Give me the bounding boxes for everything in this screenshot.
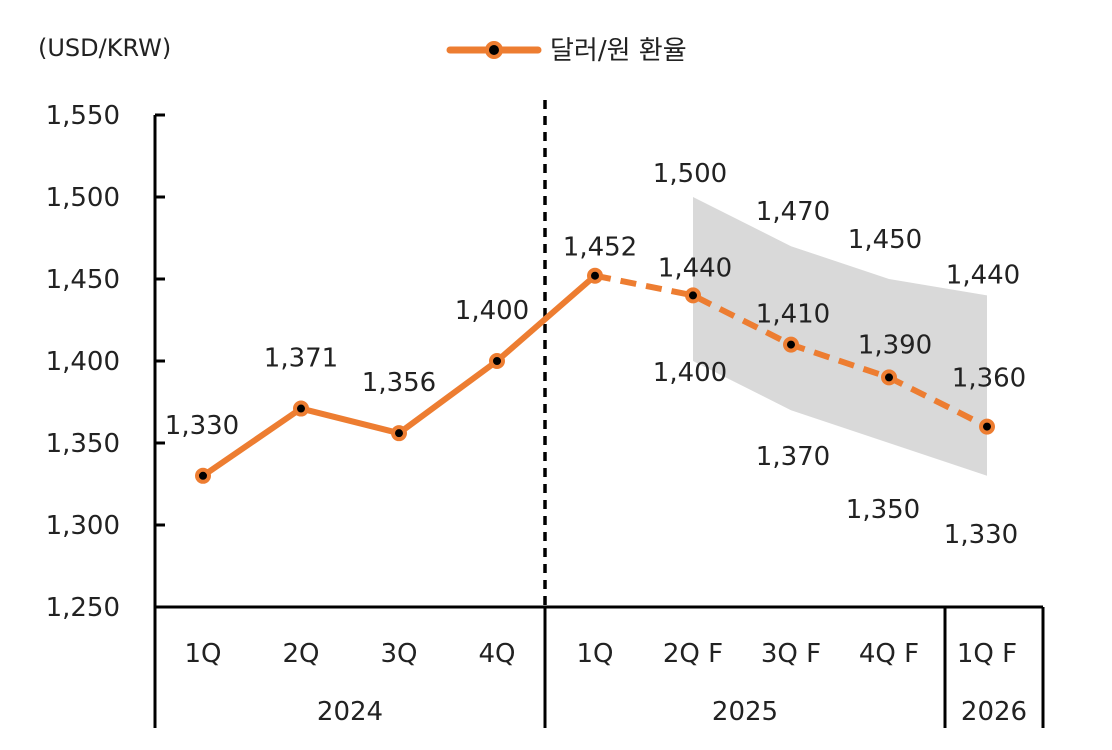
x-category-label: 1Q [184,639,221,669]
x-category-label: 2Q F [663,639,723,669]
data-label: 1,452 [563,233,637,263]
data-label: 1,330 [165,411,239,441]
data-label: 1,440 [658,253,732,283]
data-point [489,353,505,369]
x-category-label: 2Q [282,639,319,669]
band-lower-label: 1,370 [756,442,830,472]
data-point [293,400,309,417]
y-tick-label: 1,550 [46,101,120,131]
legend-label: 달러/원 환율 [550,36,687,66]
data-label: 1,410 [756,300,830,330]
forecast-range-band [693,197,987,476]
x-category-label: 4Q [478,639,515,669]
band-upper-label: 1,440 [946,260,1020,290]
data-label: 1,356 [362,368,436,398]
band-upper-label: 1,470 [756,197,830,227]
data-point [979,418,995,435]
x-year-label: 2026 [961,697,1027,727]
y-tick-label: 1,500 [46,183,120,213]
data-point [587,267,603,284]
data-point [391,425,407,442]
data-point [685,287,701,304]
data-label: 1,360 [952,364,1026,394]
x-year-label: 2024 [317,697,383,727]
y-tick-label: 1,300 [46,511,120,541]
y-tick-label: 1,400 [46,347,120,377]
data-point [783,336,799,353]
data-point [881,369,897,386]
x-category-label: 1Q F [957,639,1017,669]
y-unit-label: (USD/KRW) [38,34,171,62]
band-upper-label: 1,500 [653,159,727,189]
data-label: 1,371 [264,344,338,374]
legend-marker [485,41,503,59]
band-upper-label: 1,450 [848,225,922,255]
band-lower-label: 1,400 [653,358,727,388]
y-tick-label: 1,350 [46,429,120,459]
data-label: 1,390 [858,330,932,360]
y-tick-label: 1,450 [46,265,120,295]
x-category-label: 4Q F [859,639,919,669]
band-lower-label: 1,350 [846,495,920,525]
x-category-label: 3Q F [761,639,821,669]
x-year-label: 2025 [712,697,778,727]
x-category-label: 3Q [380,639,417,669]
legend: 달러/원 환율 [446,36,687,66]
data-point [195,467,211,484]
x-category-label: 1Q [576,639,613,669]
data-label: 1,400 [455,296,529,326]
band-lower-label: 1,330 [944,520,1018,550]
y-tick-label: 1,250 [46,593,120,623]
